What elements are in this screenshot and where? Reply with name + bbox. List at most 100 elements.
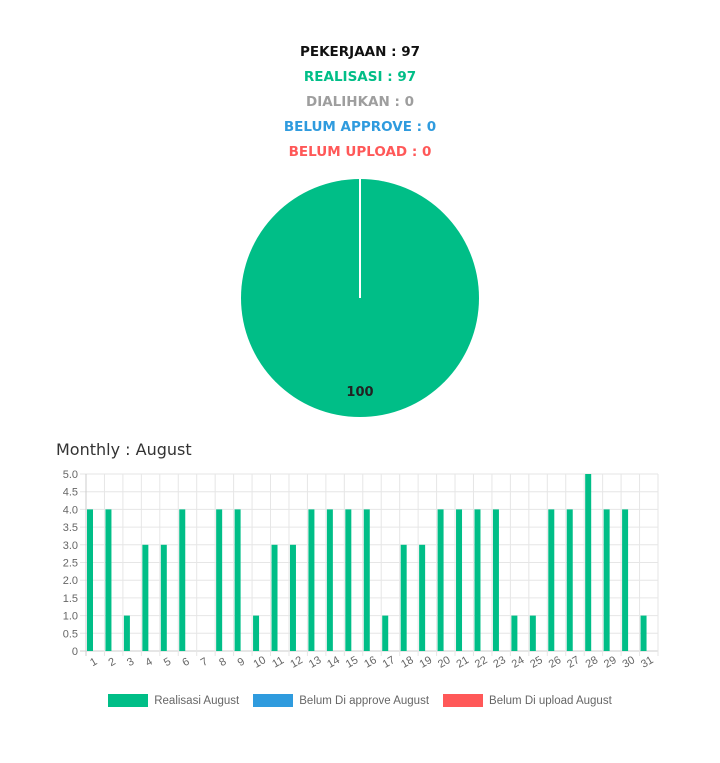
legend-item-realisasi[interactable]: Realisasi August bbox=[108, 694, 239, 707]
x-tick-label: 8 bbox=[217, 656, 228, 669]
pie-chart: 100 bbox=[241, 179, 479, 417]
bar[interactable] bbox=[105, 509, 112, 651]
x-tick-label: 23 bbox=[491, 654, 508, 671]
x-tick-label: 18 bbox=[399, 654, 416, 671]
x-tick-label: 20 bbox=[436, 654, 453, 671]
y-tick-label: 1.5 bbox=[63, 593, 78, 605]
bar-chart-title: Monthly : August bbox=[56, 440, 192, 459]
bar[interactable] bbox=[179, 509, 186, 651]
bar[interactable] bbox=[160, 544, 167, 651]
stat-value: 0 bbox=[421, 144, 432, 160]
bar[interactable] bbox=[622, 509, 629, 651]
legend-swatch bbox=[108, 694, 149, 707]
bar-chart: 00.51.01.52.02.53.03.54.04.55.01 2 3 4 5 6 7 8 9… bbox=[63, 469, 659, 671]
bar[interactable] bbox=[585, 474, 592, 651]
stat-label: REALISASI bbox=[303, 69, 383, 85]
stat-belum-upload: BELUM UPLOAD : 0 bbox=[288, 144, 432, 160]
legend-swatch bbox=[443, 694, 484, 707]
legend-item-belum-approve[interactable]: Belum Di approve August bbox=[253, 694, 429, 707]
bar[interactable] bbox=[234, 509, 241, 651]
stat-belum-approve: BELUM APPROVE : 0 bbox=[283, 119, 437, 135]
bar[interactable] bbox=[142, 544, 149, 651]
x-tick-label: 17 bbox=[381, 654, 398, 671]
x-tick-label: 22 bbox=[473, 654, 490, 671]
x-tick-label: 28 bbox=[584, 654, 601, 671]
stat-realisasi: REALISASI : 97 bbox=[303, 69, 417, 85]
y-tick-label: 3.0 bbox=[63, 540, 78, 552]
bar[interactable] bbox=[289, 544, 296, 651]
x-tick-label: 7 bbox=[199, 656, 210, 669]
bar[interactable] bbox=[456, 509, 463, 651]
stat-label: DIALIHKAN bbox=[305, 94, 390, 110]
x-tick-label: 2 bbox=[107, 656, 118, 669]
stat-dialihkan: DIALIHKAN : 0 bbox=[305, 94, 415, 110]
legend-item-belum-upload[interactable]: Belum Di upload August bbox=[443, 694, 612, 707]
bar[interactable] bbox=[529, 615, 536, 651]
x-tick-label: 5 bbox=[162, 656, 173, 669]
x-tick-label: 14 bbox=[325, 654, 342, 671]
bar[interactable] bbox=[86, 509, 93, 651]
y-tick-label: 5.0 bbox=[63, 469, 78, 481]
y-tick-label: 4.0 bbox=[63, 504, 78, 516]
bar[interactable] bbox=[548, 509, 555, 651]
bar[interactable] bbox=[419, 544, 426, 651]
bar[interactable] bbox=[511, 615, 518, 651]
bar[interactable] bbox=[308, 509, 315, 651]
x-tick-label: 30 bbox=[621, 654, 638, 671]
stat-pekerjaan: PEKERJAAN : 97 bbox=[299, 44, 421, 60]
y-tick-label: 0.5 bbox=[63, 628, 78, 640]
bar[interactable] bbox=[253, 615, 260, 651]
x-tick-label: 4 bbox=[143, 656, 154, 669]
x-tick-label: 3 bbox=[125, 656, 136, 669]
bar[interactable] bbox=[271, 544, 278, 651]
y-tick-label: 3.5 bbox=[63, 522, 78, 534]
legend-label: Belum Di upload August bbox=[489, 694, 612, 707]
x-tick-label: 16 bbox=[362, 654, 379, 671]
x-tick-label: 9 bbox=[236, 656, 247, 669]
x-tick-label: 11 bbox=[270, 654, 286, 670]
bar[interactable] bbox=[363, 509, 370, 651]
x-tick-label: 27 bbox=[565, 654, 582, 671]
x-tick-label: 6 bbox=[180, 656, 191, 669]
stat-label: BELUM UPLOAD bbox=[288, 144, 408, 160]
x-tick-label: 10 bbox=[251, 654, 268, 671]
x-tick-label: 12 bbox=[288, 654, 305, 671]
stat-label: BELUM APPROVE bbox=[283, 119, 412, 135]
pie-slice-label: 100 bbox=[346, 385, 373, 400]
x-tick-label: 15 bbox=[344, 654, 361, 671]
stat-value: 0 bbox=[426, 119, 437, 135]
y-tick-label: 1.0 bbox=[63, 611, 78, 623]
x-tick-label: 19 bbox=[418, 654, 435, 671]
summary-stats: PEKERJAAN : 97 REALISASI : 97 DIALIHKAN … bbox=[0, 40, 720, 165]
x-tick-label: 26 bbox=[547, 654, 564, 671]
bar[interactable] bbox=[345, 509, 352, 651]
bar[interactable] bbox=[566, 509, 573, 651]
stat-value: 97 bbox=[397, 69, 417, 85]
bar[interactable] bbox=[382, 615, 389, 651]
y-tick-label: 4.5 bbox=[63, 487, 78, 499]
legend-label: Belum Di approve August bbox=[299, 694, 430, 707]
bar[interactable] bbox=[400, 544, 407, 651]
stat-label: PEKERJAAN bbox=[299, 44, 387, 60]
x-tick-label: 24 bbox=[510, 654, 527, 671]
bar[interactable] bbox=[492, 509, 499, 651]
x-tick-label: 31 bbox=[639, 654, 656, 671]
bar[interactable] bbox=[326, 509, 333, 651]
y-tick-label: 0 bbox=[72, 646, 78, 658]
bar[interactable] bbox=[640, 615, 647, 651]
stat-value: 0 bbox=[404, 94, 415, 110]
bar[interactable] bbox=[603, 509, 610, 651]
x-tick-label: 1 bbox=[88, 656, 99, 669]
x-tick-label: 21 bbox=[454, 654, 471, 671]
bar[interactable] bbox=[216, 509, 223, 651]
bar[interactable] bbox=[474, 509, 481, 651]
bar[interactable] bbox=[123, 615, 130, 651]
chart-legend: Realisasi August Belum Di approve August… bbox=[0, 694, 720, 707]
legend-swatch bbox=[253, 694, 294, 707]
stat-value: 97 bbox=[401, 44, 421, 60]
y-tick-label: 2.0 bbox=[63, 575, 78, 587]
bar[interactable] bbox=[437, 509, 444, 651]
x-tick-label: 13 bbox=[307, 654, 324, 671]
x-tick-label: 29 bbox=[602, 654, 619, 671]
legend-label: Realisasi August bbox=[154, 694, 240, 707]
